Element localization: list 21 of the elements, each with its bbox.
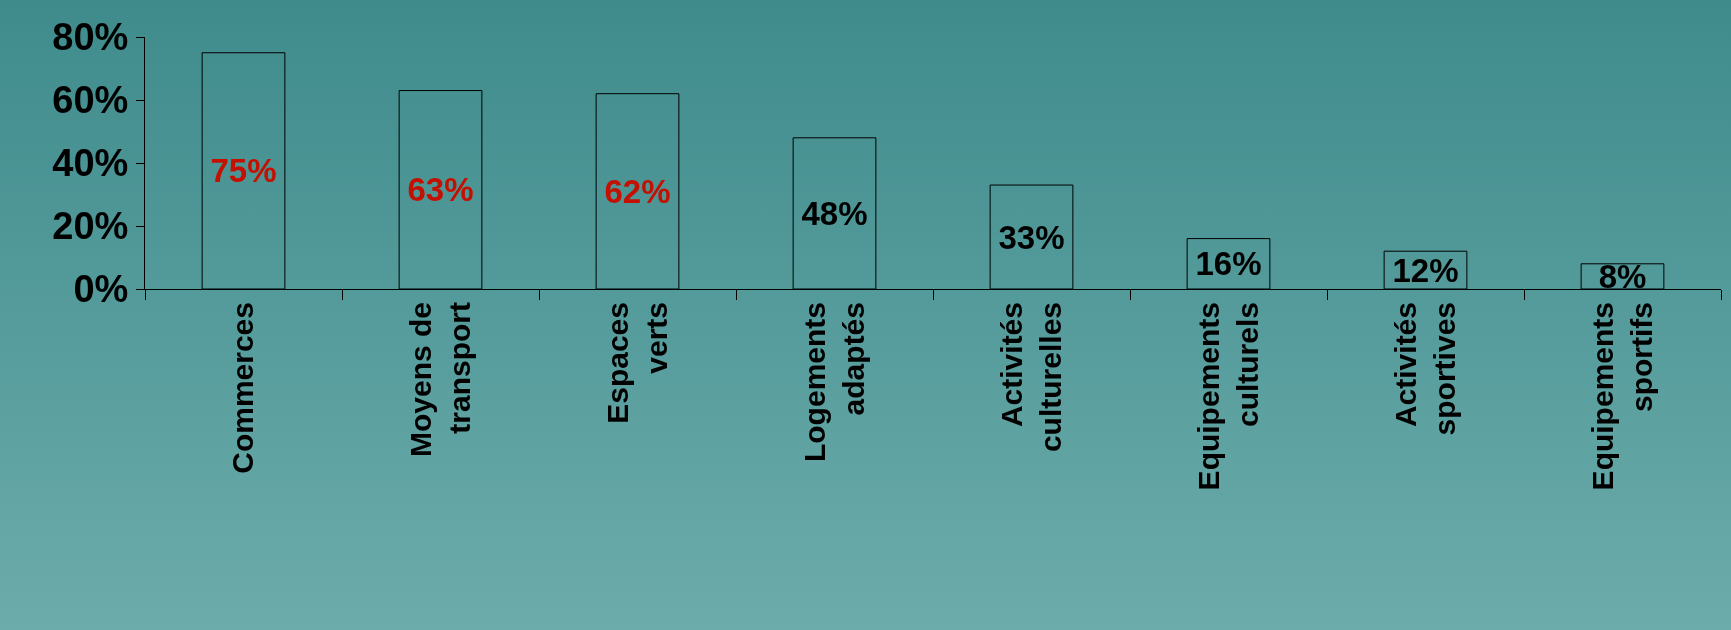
data-label: 62% — [604, 172, 671, 210]
data-label: 33% — [998, 218, 1065, 256]
y-tick-label: 20% — [52, 205, 129, 248]
x-tick-label: Espaces verts — [600, 302, 673, 424]
y-tick-label: 0% — [73, 268, 129, 311]
data-label: 16% — [1195, 245, 1262, 283]
x-tick-label: Equipements sportifs — [1585, 302, 1658, 491]
data-label: 12% — [1392, 251, 1459, 289]
x-tick-label: Equipements culturels — [1191, 302, 1264, 491]
data-label: 48% — [801, 194, 868, 232]
x-tick-label: Activités culturelles — [994, 302, 1067, 453]
x-tick-label: Commerces — [226, 302, 260, 474]
y-tick-label: 40% — [52, 142, 129, 185]
x-tick-label: Activités sportives — [1388, 302, 1461, 436]
y-tick-label: 80% — [52, 16, 129, 59]
y-tick-label: 60% — [52, 79, 129, 122]
data-label: 63% — [407, 171, 474, 209]
x-tick-label: Moyens de transport — [403, 302, 476, 458]
x-tick-label: Logements adaptés — [797, 302, 870, 463]
data-label: 8% — [1598, 257, 1647, 295]
data-label: 75% — [210, 152, 277, 190]
